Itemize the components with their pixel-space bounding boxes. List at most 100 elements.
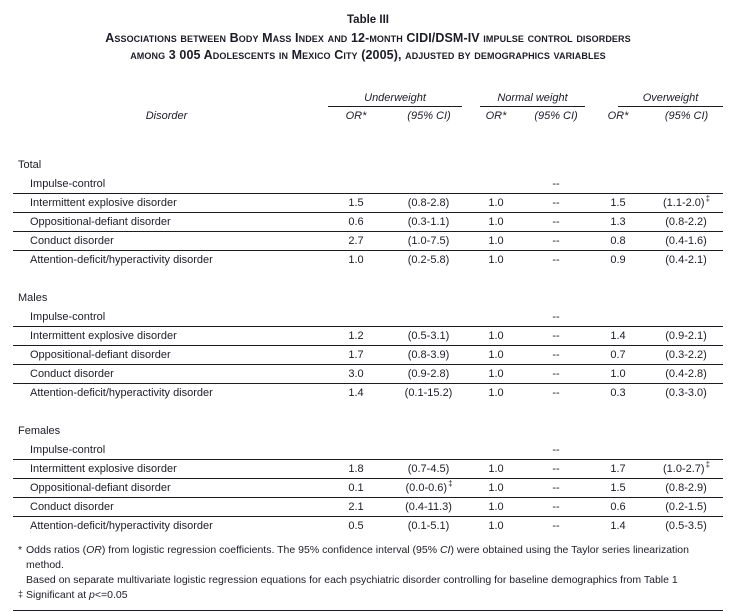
- footnote-odds-ratios-line-2: Based on separate multivariate logistic …: [13, 573, 723, 588]
- or-cell: 0.8: [586, 231, 651, 251]
- disorder-column-header: Disorder: [145, 110, 188, 122]
- footnote-odds-ratios: * Odds ratios (OR) from logistic regress…: [13, 543, 723, 573]
- section-label: Total: [18, 159, 42, 171]
- or-cell: 1.5: [320, 193, 392, 213]
- or-cell: 1.3: [586, 212, 651, 232]
- normal-weight-group-header: Normal weight: [466, 92, 586, 107]
- ci-cell: --: [526, 193, 587, 213]
- or-cell: 1.0: [466, 231, 527, 251]
- table-row: Oppositional-defiant disorder 0.1 (0.0-0…: [13, 478, 724, 498]
- or-cell: 2.1: [320, 497, 392, 517]
- or-cell: [320, 308, 392, 327]
- ci-cell: --: [526, 231, 587, 251]
- or-cell: 1.0: [488, 520, 504, 532]
- ci-cell: (0.3-3.0): [665, 387, 707, 399]
- ci-cell: (0.1-15.2): [404, 387, 453, 399]
- ci-cell: [650, 175, 724, 194]
- disorder-label-cell: Intermittent explosive disorder: [13, 459, 320, 479]
- disorder-label-cell: Conduct disorder: [13, 497, 320, 517]
- or-cell: 0.7: [586, 345, 651, 365]
- ci-column-header: (95% CI): [407, 110, 451, 122]
- or-cell: [320, 441, 392, 460]
- or-cell: 0.6: [586, 497, 651, 517]
- table-row: Conduct disorder 2.7 (1.0-7.5) 1.0 -- 0.…: [13, 231, 724, 251]
- section-header-row-females: Females: [13, 417, 723, 441]
- table-row: Intermittent explosive disorder 1.2 (0.5…: [13, 326, 724, 346]
- ci-cell: --: [526, 212, 587, 232]
- ci-cell: [392, 308, 467, 327]
- or-cell: 0.9: [610, 254, 626, 266]
- ci-cell: (0.9-2.1): [650, 326, 724, 346]
- or-cell: 1.0: [466, 459, 527, 479]
- table-row: Intermittent explosive disorder 1.5 (0.8…: [13, 193, 724, 213]
- table-row: Attention-deficit/hyperactivity disorder…: [13, 517, 723, 536]
- or-cell: 1.4: [610, 520, 626, 532]
- footnote-text: Significant at p<=0.05: [26, 589, 128, 601]
- table-row: Intermittent explosive disorder 1.8 (0.7…: [13, 459, 724, 479]
- empty-header-cell: [13, 92, 320, 107]
- or-cell: 1.0: [466, 193, 527, 213]
- section-gap: [13, 402, 723, 417]
- ci-cell: --: [526, 459, 587, 479]
- or-cell: 3.0: [320, 364, 392, 384]
- disorder-label-cell: Intermittent explosive disorder: [13, 193, 320, 213]
- or-cell: 1.0: [466, 326, 527, 346]
- disorder-label-cell: Impulse-control: [13, 175, 320, 194]
- ci-column-header: (95% CI): [534, 110, 578, 122]
- or-cell: 1.0: [466, 212, 527, 232]
- or-cell: 0.3: [610, 387, 626, 399]
- ci-cell: (0.0-0.6)‡: [392, 478, 467, 498]
- table-row: Impulse-control --: [13, 308, 724, 327]
- or-cell: 1.4: [586, 326, 651, 346]
- ci-cell: --: [526, 175, 587, 194]
- ci-cell: --: [526, 478, 587, 498]
- or-column-header: OR*: [345, 110, 367, 122]
- or-cell: 1.5: [586, 193, 651, 213]
- ci-cell: (0.2-1.5): [650, 497, 724, 517]
- or-cell: 1.7: [586, 459, 651, 479]
- ci-cell: (0.8-2.9): [650, 478, 724, 498]
- or-cell: 1.0: [466, 345, 527, 365]
- overweight-label: Overweight: [642, 92, 699, 104]
- ci-cell: --: [552, 520, 560, 532]
- ci-cell: --: [526, 308, 587, 327]
- footnote-significance: ‡ Significant at p<=0.05: [13, 588, 723, 603]
- table-row: Attention-deficit/hyperactivity disorder…: [13, 384, 723, 403]
- or-cell: 1.5: [586, 478, 651, 498]
- disorder-label-cell: Conduct disorder: [13, 364, 320, 384]
- ci-cell: --: [552, 254, 560, 266]
- or-cell: 1.0: [488, 387, 504, 399]
- ci-cell: (0.4-11.3): [392, 497, 467, 517]
- section-header-row-total: Total: [13, 151, 723, 175]
- disorder-label-cell: Conduct disorder: [13, 231, 320, 251]
- or-cell: [586, 175, 651, 194]
- or-cell: [586, 308, 651, 327]
- or-cell: 1.7: [320, 345, 392, 365]
- ci-cell: (0.4-2.1): [665, 254, 707, 266]
- associations-table: Underweight Normal weight Overweight Dis…: [13, 92, 724, 536]
- ci-cell: (0.1-5.1): [407, 520, 450, 532]
- table-row: Oppositional-defiant disorder 0.6 (0.3-1…: [13, 212, 724, 232]
- ci-cell: (1.1-2.0)‡: [650, 193, 724, 213]
- disorder-label-cell: Impulse-control: [13, 308, 320, 327]
- ci-cell: (0.8-2.2): [650, 212, 724, 232]
- group-header-row: Underweight Normal weight Overweight: [13, 92, 724, 107]
- disorder-label-cell: Impulse-control: [13, 441, 320, 460]
- or-cell: 1.2: [320, 326, 392, 346]
- ci-cell: (0.5-3.1): [392, 326, 467, 346]
- or-cell: [320, 175, 392, 194]
- or-cell: [466, 308, 527, 327]
- ci-cell: (0.8-3.9): [392, 345, 467, 365]
- ci-cell: [392, 441, 467, 460]
- asterisk-marker: *: [18, 544, 23, 556]
- disorder-label-cell: Oppositional-defiant disorder: [13, 345, 320, 365]
- disorder-label-cell: Attention-deficit/hyperactivity disorder: [30, 254, 213, 266]
- ci-cell: (0.4-1.6): [650, 231, 724, 251]
- or-cell: [466, 441, 527, 460]
- table-title: Table III: [347, 14, 389, 26]
- ci-cell: --: [526, 364, 587, 384]
- underweight-label: Underweight: [364, 92, 426, 104]
- or-cell: 1.0: [466, 478, 527, 498]
- table-row: Oppositional-defiant disorder 1.7 (0.8-3…: [13, 345, 724, 365]
